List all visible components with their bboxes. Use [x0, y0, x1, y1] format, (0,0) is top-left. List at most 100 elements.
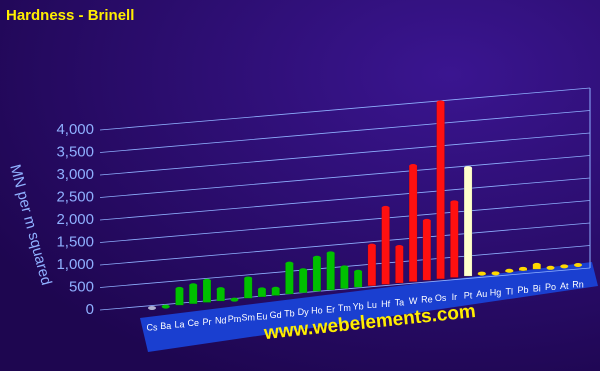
y-tick-label: 500: [69, 278, 94, 295]
x-tick-label: Pb: [518, 285, 529, 295]
bar-cap: [312, 255, 321, 260]
x-tick-label: Sm: [241, 313, 255, 323]
x-tick-label: Tb: [284, 309, 295, 319]
bar: [450, 202, 459, 278]
bar-cap: [409, 163, 418, 168]
x-tick-label: Tl: [506, 286, 514, 296]
grid-line: [99, 132, 591, 176]
bar-cap: [216, 287, 225, 292]
x-tick-label: Ho: [311, 306, 323, 316]
bar: [188, 285, 198, 305]
x-tick-label: At: [560, 281, 569, 291]
grid-line: [99, 177, 591, 221]
bar-cap: [148, 305, 156, 310]
empty-marker: [546, 265, 555, 270]
x-tick-label: Pm: [228, 314, 242, 324]
bar: [312, 257, 322, 292]
x-tick-label: Pr: [202, 317, 211, 327]
x-tick-label: Ba: [160, 321, 171, 331]
x-tick-label: Nd: [215, 315, 227, 325]
floor: [140, 262, 598, 352]
x-tick-label: Os: [435, 293, 447, 303]
bar-cap: [202, 278, 211, 283]
x-tick-label: La: [174, 320, 184, 330]
y-tick-label: 1,500: [56, 233, 94, 250]
x-tick-label: Gd: [270, 310, 282, 320]
bar-cap: [436, 100, 445, 105]
bar-cap: [326, 251, 335, 256]
bar-cap: [505, 268, 514, 273]
bar-cap: [367, 243, 376, 248]
y-tick-label: 1,000: [56, 256, 94, 273]
x-tick-label: Tm: [338, 303, 351, 313]
x-tick-label: Er: [326, 304, 335, 314]
x-tick-label: Dy: [298, 307, 309, 317]
chart-title: Hardness - Brinell: [6, 7, 134, 24]
x-tick-label: Pt: [464, 290, 473, 300]
x-tick-label: Po: [545, 282, 556, 292]
grid-line: [99, 110, 591, 153]
x-tick-label: Lu: [367, 300, 377, 310]
bar: [422, 220, 432, 281]
x-tick-label: Cs: [147, 322, 158, 332]
x-tick-label: Rn: [572, 279, 584, 289]
grid-line: [99, 200, 591, 243]
bar: [408, 165, 418, 282]
y-tick-label: 4,000: [56, 121, 94, 138]
bar: [340, 267, 349, 289]
bar: [202, 280, 212, 303]
empty-marker: [574, 263, 582, 267]
bar: [381, 207, 390, 285]
bar: [243, 278, 253, 299]
bar-cap: [257, 287, 266, 292]
y-tick-label: 0: [86, 301, 94, 318]
x-tick-label: Re: [421, 295, 433, 305]
bar-cap: [532, 262, 541, 267]
grid-line: [99, 87, 591, 131]
x-tick-label: Ce: [187, 318, 199, 328]
x-tick-label: Bi: [533, 284, 541, 294]
bar-cap: [244, 276, 253, 281]
x-tick-label: W: [409, 296, 418, 306]
y-tick-label: 3,500: [56, 143, 94, 160]
x-tick-label: Yb: [353, 302, 364, 312]
empty-marker: [491, 271, 500, 276]
y-tick-label: 2,500: [56, 188, 94, 205]
x-tick-label: Ta: [395, 297, 405, 307]
bar-cap: [381, 205, 390, 210]
bar-cap: [189, 283, 198, 288]
y-tick-label: 3,000: [56, 166, 94, 183]
bar: [298, 269, 308, 293]
bar: [463, 167, 473, 277]
bar-cap: [477, 271, 486, 276]
x-tick-label: Au: [476, 289, 487, 299]
bar-cap: [175, 286, 184, 291]
empty-marker: [161, 304, 170, 309]
bar: [326, 253, 335, 291]
x-tick-label: Hg: [490, 288, 502, 298]
x-tick-label: Hf: [381, 299, 390, 309]
bar-cap: [464, 166, 473, 171]
empty-marker: [230, 297, 239, 302]
bar-cap: [299, 268, 308, 273]
bar: [395, 246, 404, 284]
y-tick-label: 2,000: [56, 211, 94, 228]
bar: [175, 288, 184, 306]
empty-marker: [560, 264, 569, 269]
bar: [285, 263, 294, 295]
bar-cap: [519, 266, 528, 271]
x-tick-label: Ir: [452, 292, 458, 302]
bar-cap: [395, 245, 404, 250]
bar: [367, 245, 377, 287]
grid-line: [99, 155, 591, 198]
grid-line: [99, 222, 591, 266]
bar-cap: [422, 218, 431, 223]
bar: [353, 271, 363, 288]
x-tick-label: Eu: [256, 311, 267, 321]
bar-cap: [450, 200, 459, 205]
bar-cap: [354, 269, 363, 274]
bar-cap: [271, 286, 280, 291]
bar-cap: [285, 261, 294, 266]
bar: [436, 102, 445, 280]
